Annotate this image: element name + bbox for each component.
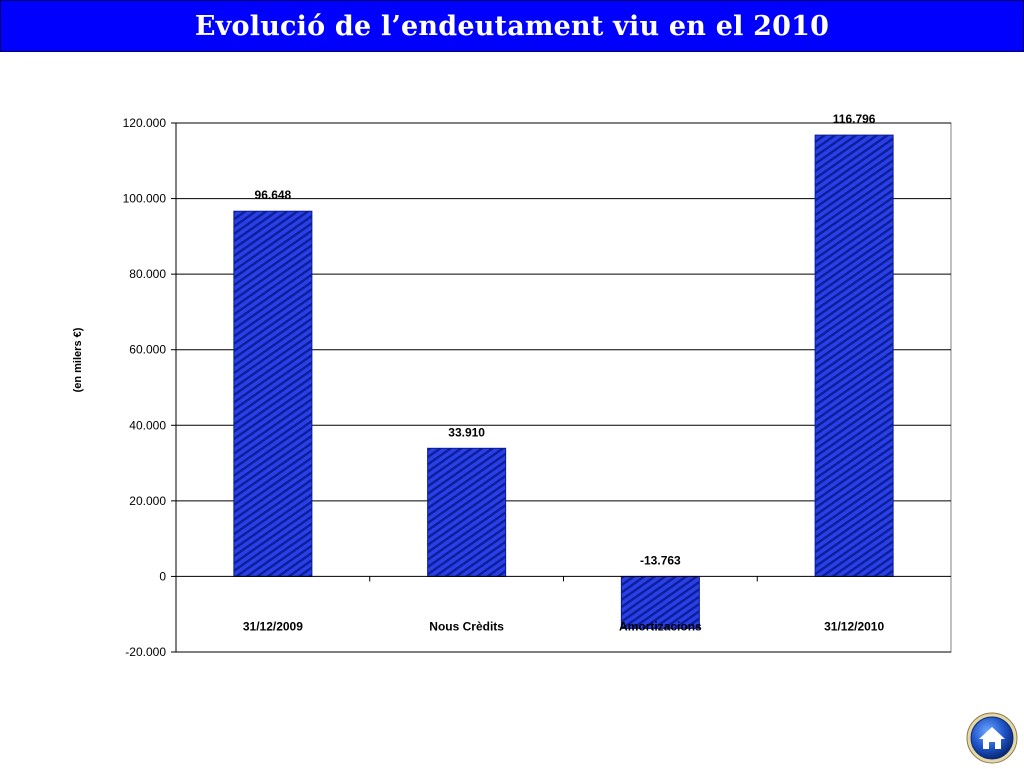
bar-chart: -20.000 0 20.000 40.000 60.000 80.000 100.000 1… (72, 112, 952, 659)
y-tick-label: 20.000 (129, 494, 166, 508)
data-label: 33.910 (448, 425, 485, 439)
y-tick-label: 120.000 (123, 116, 167, 130)
y-tick-label: 100.000 (123, 192, 167, 206)
title-bar: Evolució de l’endeutament viu en el 2010 (0, 0, 1024, 52)
data-label: 116.796 (833, 112, 876, 126)
x-tick-label: Amortizacions (619, 619, 702, 633)
bar (814, 134, 894, 577)
x-tick-label: 31/12/2009 (243, 619, 303, 633)
data-label: 96.648 (255, 188, 292, 202)
y-tick-label: 80.000 (129, 267, 166, 281)
home-icon (966, 712, 1018, 764)
x-tick-label: Nous Crèdits (429, 619, 504, 633)
home-button[interactable] (966, 712, 1018, 764)
bar (620, 575, 700, 629)
y-axis-title: (en milers €) (72, 327, 84, 392)
bar (233, 210, 313, 577)
page-title: Evolució de l’endeutament viu en el 2010 (194, 10, 830, 42)
y-tick-label: 60.000 (129, 343, 166, 357)
bar (427, 447, 507, 577)
y-tick-label: -20.000 (125, 645, 166, 659)
data-label: -13.763 (640, 553, 681, 567)
x-tick-label: 31/12/2010 (824, 619, 884, 633)
y-tick-label: 0 (159, 569, 166, 583)
y-tick-label: 40.000 (129, 418, 166, 432)
